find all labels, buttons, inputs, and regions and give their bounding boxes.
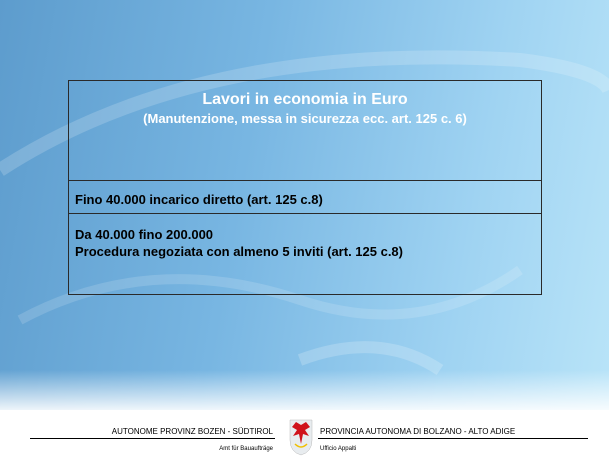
- row-text: Procedura negoziata con almeno 5 inviti …: [75, 243, 541, 260]
- footer-text: PROVINCIA AUTONOMA DI BOLZANO - ALTO ADI…: [320, 427, 515, 436]
- table-subtitle: (Manutenzione, messa in sicurezza ecc. a…: [69, 111, 541, 126]
- background-fade: [0, 370, 609, 415]
- footer-text: Ufficio Appalti: [320, 446, 356, 452]
- row: Fino 40.000 incarico diretto (art. 125 c…: [69, 181, 541, 214]
- table: Lavori in economia in Euro (Manutenzione…: [68, 80, 542, 295]
- footer-text: Amt für Bauaufträge: [219, 446, 273, 452]
- header-cell: Lavori in economia in Euro (Manutenzione…: [69, 81, 541, 181]
- footer-rule: [318, 438, 588, 439]
- row-text: Da 40.000 fino 200.000: [75, 226, 541, 243]
- footer-rule: [30, 438, 275, 439]
- footer-text: AUTONOME PROVINZ BOZEN - SÜDTIROL: [112, 427, 273, 436]
- slide: Lavori in economia in Euro (Manutenzione…: [0, 0, 609, 461]
- row-text: Fino 40.000 incarico diretto (art. 125 c…: [75, 192, 541, 207]
- row: Da 40.000 fino 200.000 Procedura negozia…: [69, 214, 541, 294]
- table-title: Lavori in economia in Euro: [69, 91, 541, 109]
- emblem: [288, 418, 314, 456]
